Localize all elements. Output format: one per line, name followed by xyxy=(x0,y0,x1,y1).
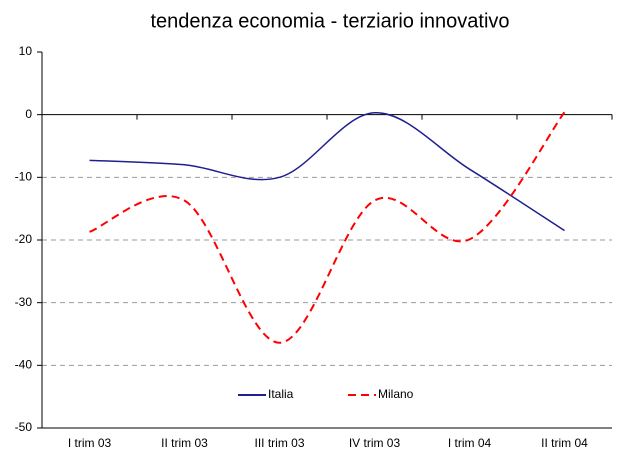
y-tick-label: -50 xyxy=(15,420,33,434)
y-tick-label: -30 xyxy=(15,295,33,309)
y-tick-label: -20 xyxy=(15,232,33,246)
x-tick-label: II trim 03 xyxy=(161,436,208,450)
y-tick-label: 10 xyxy=(19,44,33,58)
legend-label: Italia xyxy=(268,387,294,401)
x-tick-label: II trim 04 xyxy=(541,436,588,450)
line-series xyxy=(89,111,566,344)
chart-title: tendenza economia - terziario innovativo xyxy=(150,10,509,32)
legend-label: Milano xyxy=(378,387,414,401)
line-series xyxy=(89,112,565,232)
y-tick-label: -10 xyxy=(15,170,33,184)
x-tick-label: IV trim 03 xyxy=(349,436,401,450)
y-tick-label: 0 xyxy=(25,107,32,121)
x-tick-label: I trim 03 xyxy=(68,436,112,450)
x-tick-label: III trim 03 xyxy=(254,436,304,450)
y-tick-label: -40 xyxy=(15,358,33,372)
x-tick-label: I trim 04 xyxy=(448,436,492,450)
